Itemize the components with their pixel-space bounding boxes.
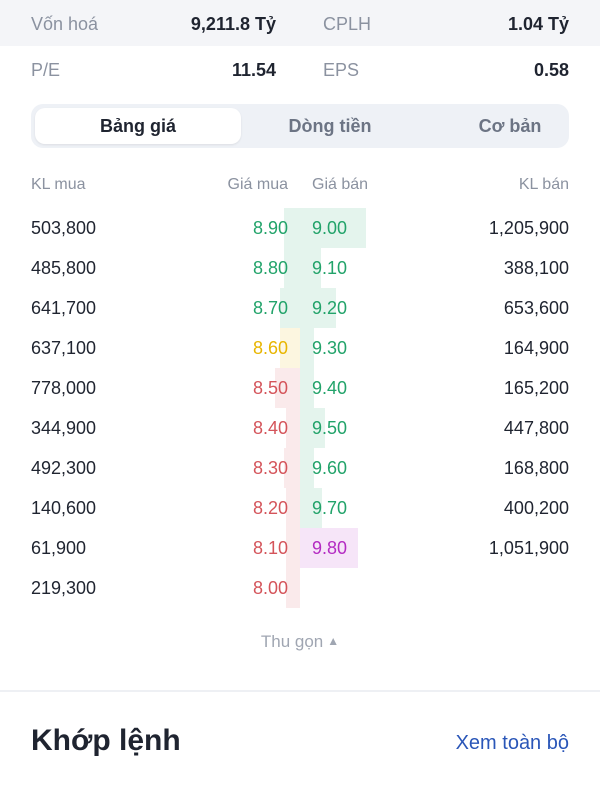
metric-value-outstanding-shares: 1.04 Tỷ: [507, 14, 569, 34]
sell-volume-bar: [300, 408, 325, 448]
collapse-label: Thu gọn: [260, 632, 324, 651]
ask-price: 9.40: [312, 378, 348, 398]
ask-volume: 447,800: [503, 418, 569, 438]
orderbook-row[interactable]: 219,300 8.00: [0, 568, 600, 608]
metric-row-capitalization: Vốn hoá 9,211.8 Tỷ CPLH 1.04 Tỷ: [0, 0, 600, 46]
bid-volume: 503,800: [31, 218, 97, 238]
ask-price: 9.80: [312, 538, 348, 558]
sell-volume-bar: [300, 368, 314, 408]
bid-price: 8.40: [252, 418, 288, 438]
bid-volume: 641,700: [31, 298, 97, 318]
bid-price: 8.50: [252, 378, 288, 398]
ask-volume: 165,200: [503, 378, 569, 398]
collapse-button[interactable]: Thu gọn ▲: [0, 632, 600, 652]
order-book: 503,800 8.90 9.00 1,205,900 485,800 8.80 9.10 3…: [0, 208, 600, 608]
stock-metrics: Vốn hoá 9,211.8 Tỷ CPLH 1.04 Tỷ P/E 11.5…: [0, 0, 600, 92]
buy-volume-bar: [275, 368, 300, 408]
bid-price: 8.10: [252, 538, 288, 558]
ask-price: 9.60: [312, 458, 348, 478]
orderbook-row[interactable]: 344,900 8.40 9.50 447,800: [0, 408, 600, 448]
orderbook-row[interactable]: 637,100 8.60 9.30 164,900: [0, 328, 600, 368]
ask-price: 9.00: [312, 218, 348, 238]
metric-row-ratios: P/E 11.54 EPS 0.58: [0, 46, 600, 92]
ask-volume: 1,051,900: [488, 538, 569, 558]
sell-volume-bar: [300, 488, 322, 528]
ask-price: 9.10: [312, 258, 348, 278]
metric-label-outstanding-shares: CPLH: [323, 14, 372, 34]
bid-price: 8.90: [252, 218, 288, 238]
sell-volume-bar: [300, 528, 358, 568]
buy-volume-bar: [284, 248, 300, 288]
bid-price: 8.70: [252, 298, 288, 318]
orderbook-row[interactable]: 61,900 8.10 9.80 1,051,900: [0, 528, 600, 568]
buy-volume-bar: [286, 528, 300, 568]
bid-volume: 219,300: [31, 578, 97, 598]
bid-volume: 492,300: [31, 458, 97, 478]
bid-volume: 140,600: [31, 498, 97, 518]
tab-co-ban[interactable]: Cơ bản: [478, 116, 542, 136]
tab-bar: Bảng giá Dòng tiền Cơ bản: [31, 104, 569, 148]
bid-price: 8.00: [252, 578, 288, 598]
buy-volume-bar: [286, 408, 300, 448]
metric-label-market-cap: Vốn hoá: [31, 14, 99, 34]
ask-price: 9.70: [312, 498, 348, 518]
section-title-khop-lenh: Khớp lệnh: [31, 724, 181, 757]
buy-volume-bar: [283, 208, 300, 248]
see-all-link[interactable]: Xem toàn bộ: [455, 732, 569, 754]
bid-volume: 637,100: [31, 338, 97, 358]
buy-volume-bar: [284, 448, 300, 488]
bid-volume: 344,900: [31, 418, 97, 438]
orderbook-row[interactable]: 778,000 8.50 9.40 165,200: [0, 368, 600, 408]
sell-volume-bar: [300, 328, 314, 368]
tab-dong-tien[interactable]: Dòng tiền: [288, 116, 372, 136]
header-kl-ban: KL bán: [518, 176, 569, 193]
buy-volume-bar: [279, 288, 300, 328]
ask-volume: 164,900: [503, 338, 569, 358]
buy-volume-bar: [286, 488, 300, 528]
metric-value-market-cap: 9,211.8 Tỷ: [190, 14, 276, 34]
buy-volume-bar: [286, 568, 300, 608]
ask-volume: 653,600: [503, 298, 569, 318]
sell-volume-bar: [300, 208, 366, 248]
orderbook-row[interactable]: 492,300 8.30 9.60 168,800: [0, 448, 600, 488]
section-divider: [0, 690, 600, 692]
bid-price: 8.30: [252, 458, 288, 478]
ask-volume: 388,100: [503, 258, 569, 278]
ask-price: 9.20: [312, 298, 348, 318]
orderbook-row[interactable]: 641,700 8.70 9.20 653,600: [0, 288, 600, 328]
ask-price: 9.30: [312, 338, 348, 358]
header-gia-mua: Giá mua: [227, 176, 288, 193]
bid-price: 8.60: [252, 338, 288, 358]
orderbook-row[interactable]: 503,800 8.90 9.00 1,205,900: [0, 208, 600, 248]
header-gia-ban: Giá bán: [312, 176, 369, 193]
sell-volume-bar: [300, 248, 322, 288]
sell-volume-bar: [300, 448, 314, 488]
bid-volume: 485,800: [31, 258, 97, 278]
orderbook-row[interactable]: 485,800 8.80 9.10 388,100: [0, 248, 600, 288]
bid-price: 8.80: [252, 258, 288, 278]
metric-label-eps: EPS: [323, 60, 360, 80]
ask-volume: 168,800: [503, 458, 569, 478]
header-kl-mua: KL mua: [31, 176, 86, 193]
ask-price: 9.50: [312, 418, 348, 438]
sell-volume-bar: [300, 288, 336, 328]
chevron-up-icon: ▲: [327, 634, 340, 648]
orderbook-row[interactable]: 140,600 8.20 9.70 400,200: [0, 488, 600, 528]
ask-volume: 400,200: [503, 498, 569, 518]
bid-price: 8.20: [252, 498, 288, 518]
buy-volume-bar: [279, 328, 300, 368]
metric-value-pe: 11.54: [231, 60, 276, 80]
metric-label-pe: P/E: [31, 60, 61, 80]
metric-value-eps: 0.58: [533, 60, 569, 80]
bid-volume: 778,000: [31, 378, 97, 398]
ask-volume: 1,205,900: [488, 218, 569, 238]
bid-volume: 61,900: [31, 538, 87, 558]
tab-bang-gia[interactable]: Bảng giá: [35, 108, 241, 144]
